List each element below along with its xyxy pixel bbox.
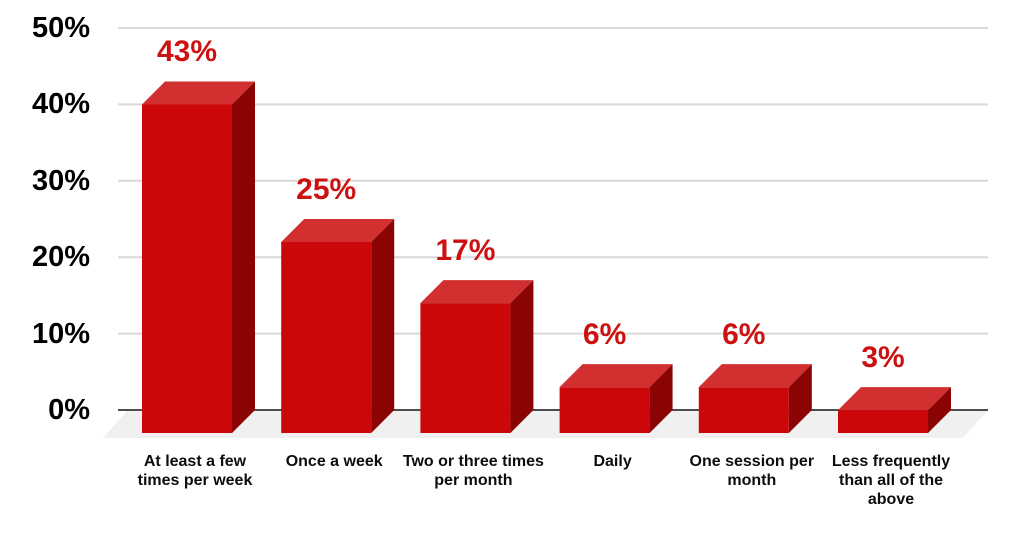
bar-top-1	[281, 219, 395, 242]
bar-front-0	[142, 104, 232, 433]
bar-front-2	[420, 303, 511, 433]
y-tick-label-10: 10%	[31, 317, 90, 350]
bar-front-5	[838, 410, 928, 433]
bar-top-3	[559, 364, 673, 388]
data-label-3: 6%	[582, 318, 627, 352]
bar-top-0	[142, 81, 255, 105]
category-label-0: At least a few times per week	[137, 453, 253, 489]
bar-front-4	[698, 387, 789, 433]
bar-side-1	[371, 219, 395, 433]
category-label-1: Once a week	[285, 453, 383, 470]
category-label-3: Daily	[593, 453, 632, 470]
y-tick-label-30: 30%	[31, 164, 90, 197]
y-tick-label-20: 20%	[31, 241, 90, 274]
data-label-5: 3%	[861, 341, 905, 375]
bar-front-3	[559, 387, 650, 433]
bar-top-5	[838, 387, 951, 411]
bar-top-4	[698, 364, 812, 388]
data-label-0: 43%	[156, 35, 218, 69]
bar-side-4	[788, 364, 812, 433]
category-label-4: One session per month	[689, 453, 815, 489]
y-tick-label-50: 50%	[31, 12, 90, 44]
bar-front-1	[281, 242, 372, 433]
y-tick-label-0: 0%	[48, 394, 90, 426]
data-label-4: 6%	[722, 318, 766, 352]
category-label-2: Two or three times per month	[402, 453, 544, 489]
bar-top-2	[420, 280, 534, 304]
bar-side-0	[232, 81, 255, 433]
bar-side-5	[928, 387, 951, 433]
bar-side-3	[649, 364, 673, 433]
data-label-1: 25%	[296, 173, 357, 206]
bar-side-2	[510, 280, 534, 433]
y-tick-label-40: 40%	[31, 88, 90, 121]
data-label-2: 17%	[435, 234, 496, 268]
category-label-5: Less frequently than all of the above	[831, 453, 951, 508]
